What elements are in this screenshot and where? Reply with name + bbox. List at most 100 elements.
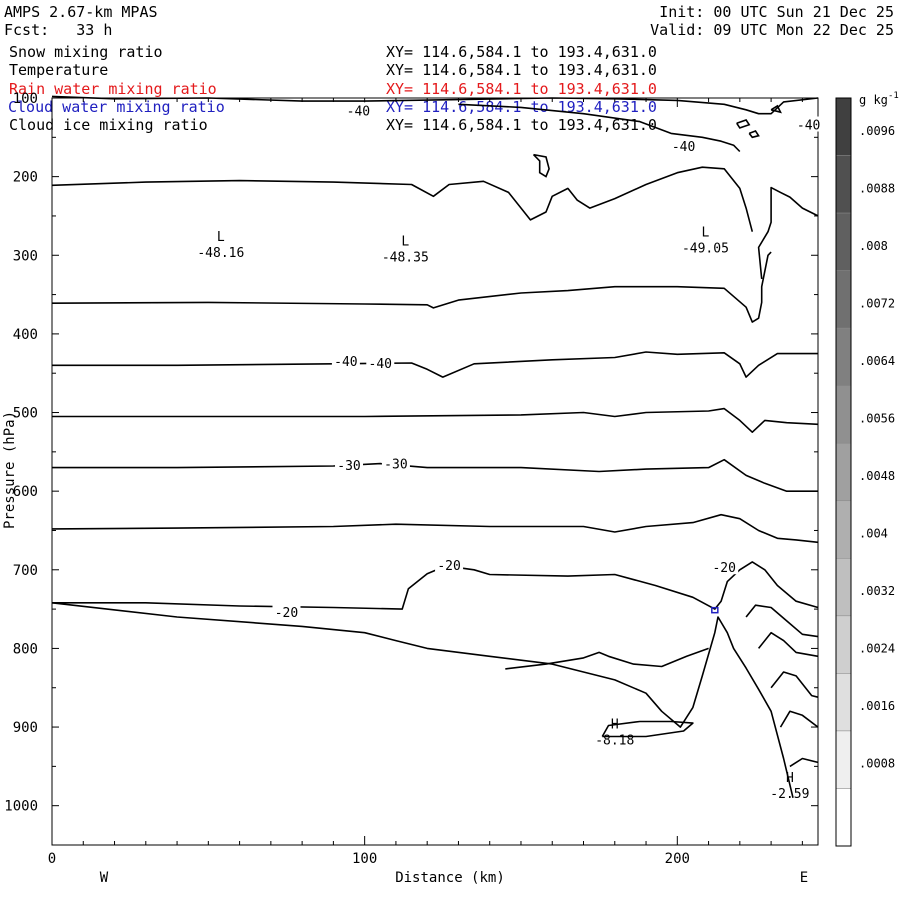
colorbar-segment (835, 500, 852, 559)
y-tick-label: 300 (13, 248, 38, 264)
colorbar-tick-label: .0016 (859, 699, 895, 713)
contour-isotherm-lower-r3 (770, 671, 819, 698)
contour-label-bg (272, 604, 301, 620)
contour-isotherm-lower-r1 (745, 604, 819, 638)
contour-label-bg (335, 456, 364, 472)
contour-label: -30 (384, 457, 407, 472)
colorbar-segment (835, 327, 852, 386)
y-tick-label: 600 (13, 484, 38, 500)
contour-cell-c (748, 130, 760, 139)
extremum-value: -8.18 (595, 733, 634, 748)
colorbar-tick-label: .0032 (859, 584, 895, 598)
colorbar-segment (835, 155, 852, 214)
contour-label: -40 (797, 119, 820, 134)
init-time: Init: 00 UTC Sun 21 Dec 25 (659, 3, 894, 21)
colorbar-unit: g kg (859, 93, 888, 107)
contour-label: -30 (337, 459, 360, 474)
y-tick-label: 500 (13, 406, 38, 422)
field-xy-range: XY= 114.6,584.1 to 193.4,631.0 (386, 97, 657, 116)
extremum-letter: L (401, 235, 409, 250)
contour-label-bg (381, 455, 410, 471)
x-tick-label: 200 (665, 851, 690, 867)
contour-isotherm-lower-r5 (789, 757, 819, 768)
colorbar-unit-exponent: -1 (888, 91, 899, 101)
colorbar-segment (835, 673, 852, 732)
colorbar-tick-label: .0072 (859, 296, 895, 310)
colorbar-segment (835, 270, 852, 329)
field-name: Rain water mixing ratio (9, 79, 217, 98)
extremum-letter: L (702, 225, 710, 240)
contour-isotherm-800 (51, 602, 794, 798)
colorbar-segment (835, 442, 852, 502)
extremum-letter: H (786, 771, 794, 786)
field-name: Cloud ice mixing ratio (9, 116, 208, 135)
y-axis-title: Pressure (hPa) (2, 411, 18, 529)
contour-cell-b (736, 119, 751, 129)
y-tick-label: 800 (13, 641, 38, 657)
contour-label-bg (344, 102, 373, 118)
contour-isotherm-upper-100 (51, 95, 819, 115)
y-tick-label: 200 (13, 170, 38, 186)
contour-isotherm-250 (757, 186, 819, 279)
field-xy-range: XY= 114.6,584.1 to 193.4,631.0 (386, 79, 657, 98)
colorbar-tick-label: .0056 (859, 411, 895, 425)
forecast-hour: Fcst: 33 h (4, 21, 113, 39)
west-label: W (100, 870, 109, 886)
contour-isotherm-745 (52, 561, 819, 610)
colorbar-segment (835, 788, 852, 847)
extremum-value: -2.59 (770, 787, 809, 802)
contour-isotherm-810 (505, 647, 709, 670)
contour-label-bg (366, 354, 395, 370)
contour-label: -40 (347, 104, 370, 119)
field-name: Temperature (9, 61, 109, 80)
contour-label: -40 (672, 140, 695, 155)
colorbar-frame (835, 97, 852, 847)
contour-label: -40 (369, 357, 392, 372)
colorbar-tick-label: .0024 (859, 642, 895, 656)
contour-isotherm-lower-r2 (757, 631, 819, 658)
colorbar-segment (835, 97, 852, 156)
colorbar-tick-label: .0064 (859, 354, 895, 368)
colorbar-segment (835, 730, 852, 789)
contour-label-bg (710, 559, 739, 575)
y-tick-label: 400 (13, 327, 38, 343)
colorbar-segment (835, 615, 852, 674)
contour-cell-a (532, 153, 550, 178)
colorbar-tick-label: .0008 (859, 757, 895, 771)
field-name: Snow mixing ratio (9, 43, 163, 61)
field-name: Cloud water mixing ratio (8, 97, 225, 116)
contour-label-bg (435, 556, 464, 572)
y-tick-label: 1000 (4, 799, 38, 815)
contour-isotherm-505 (52, 407, 819, 433)
contour-label: -20 (712, 561, 735, 576)
valid-time: Valid: 09 UTC Mon 22 Dec 25 (650, 21, 894, 39)
extremum-value: -49.05 (682, 241, 729, 256)
y-tick-label: 900 (13, 720, 38, 736)
contour-label-bg (331, 353, 360, 369)
colorbar-tick-label: .004 (859, 527, 888, 541)
colorbar-tick-label: .0096 (859, 124, 895, 138)
extremum-letter: H (611, 717, 619, 732)
contour-label: -40 (334, 355, 357, 370)
contour-isotherm-upper-140 (458, 103, 741, 153)
extremum-letter: L (217, 230, 225, 245)
field-xy-range: XY= 114.6,584.1 to 193.4,631.0 (386, 61, 657, 80)
colorbar-segment (835, 212, 852, 271)
colorbar-segment (835, 385, 852, 444)
contour-label-bg (794, 116, 823, 132)
contour-label: -20 (437, 559, 460, 574)
contour-isotherm-hi-loop (601, 720, 694, 738)
model-title: AMPS 2.67-km MPAS (4, 3, 158, 21)
contour-isotherm-570 (52, 458, 818, 492)
contour-isotherm-440 (52, 351, 818, 378)
x-axis-title: Distance (km) (395, 870, 505, 886)
east-label: E (800, 870, 808, 886)
colorbar-tick-label: .0048 (859, 469, 895, 483)
x-tick-label: 0 (48, 851, 56, 867)
y-tick-label: 100 (13, 91, 38, 107)
x-tick-label: 100 (352, 851, 377, 867)
plot-frame (51, 97, 819, 846)
contour-isotherm-lower-r4 (779, 710, 819, 728)
field-xy-range: XY= 114.6,584.1 to 193.4,631.0 (386, 43, 657, 61)
